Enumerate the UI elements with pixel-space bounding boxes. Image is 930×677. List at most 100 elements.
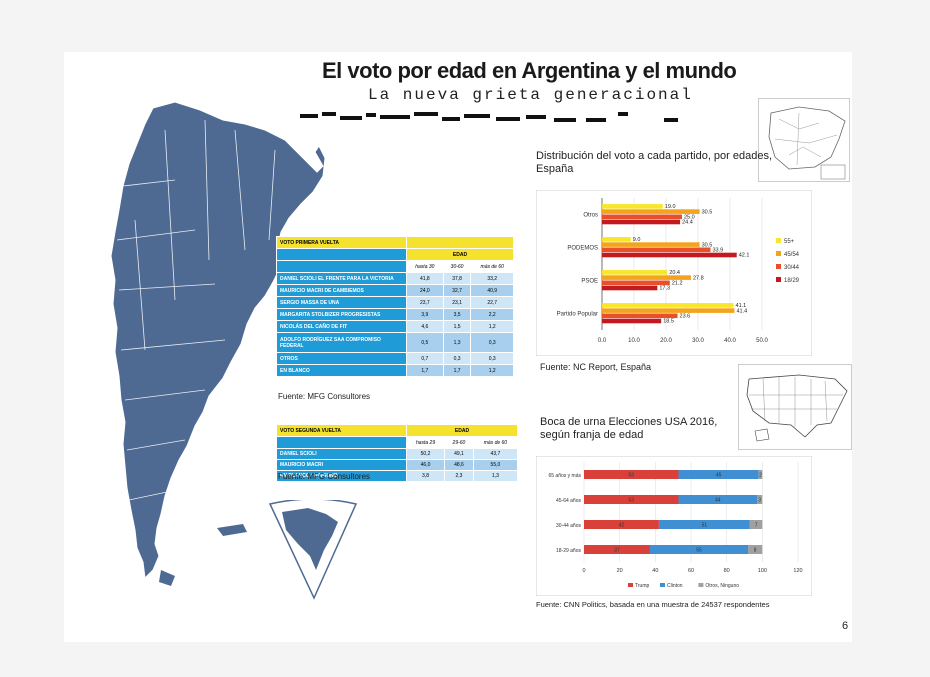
table-column-header: 30-60 — [442, 260, 472, 273]
data-label: 42 — [619, 523, 625, 529]
bar — [602, 303, 734, 308]
decorative-dashes — [300, 108, 690, 126]
table2-source: Fuente: MFG Consultores — [278, 472, 371, 481]
cell-value: 1,3 — [472, 470, 519, 482]
cell-value: 1,2 — [470, 364, 514, 377]
data-label: 42.1 — [739, 253, 750, 259]
table-row: SERGIO MASSA DE UNA 23,7 23,1 22,7 — [276, 296, 514, 309]
cell-value: 2,2 — [470, 308, 514, 321]
x-tick-label: 20.0 — [660, 338, 672, 344]
slide-title: El voto por edad en Argentina y el mundo — [322, 58, 737, 83]
cell-value: 4,6 — [406, 320, 444, 333]
table-row: ADOLFO RODRÍGUEZ SAA COMPROMISO FEDERAL … — [276, 332, 514, 353]
legend-swatch — [776, 251, 781, 256]
cell-value: 3,9 — [406, 308, 444, 321]
x-tick-label: 60 — [688, 568, 694, 574]
bar-segment — [749, 520, 763, 529]
legend-label: 55+ — [784, 239, 795, 245]
row-label: MAURICIO MACRI — [276, 459, 407, 471]
cell-value: 1,3 — [442, 332, 472, 353]
bar-segment — [658, 520, 750, 529]
table-row: MAURICIO MACRI DE CAMBIEMOS 24,0 32,7 40… — [276, 284, 514, 297]
row-label: DANIEL SCIOLI EL FRENTE PARA LA VICTORIA — [276, 272, 407, 285]
table-column-header: más de 60 — [472, 436, 519, 449]
cell-value: 0,5 — [406, 332, 444, 353]
cell-value: 50,2 — [405, 448, 446, 460]
cell-value: 48,6 — [444, 459, 474, 471]
data-label: 19.0 — [665, 204, 676, 210]
cell-value: 37,8 — [442, 272, 472, 285]
x-tick-label: 40 — [652, 568, 658, 574]
data-label: 55 — [696, 548, 702, 554]
data-label: 44 — [715, 498, 721, 504]
bar-segment — [584, 545, 650, 554]
cell-value: 1,5 — [442, 320, 472, 333]
category-label: 45-64 años — [556, 498, 582, 504]
cell-value: 1,7 — [442, 364, 472, 377]
bar — [602, 285, 658, 291]
row-label: EN BLANCO — [276, 364, 407, 377]
category-label: 18-29 años — [556, 548, 582, 554]
legend-swatch — [628, 583, 633, 587]
legend-swatch — [776, 238, 781, 243]
table-caption: VOTO PRIMERA VUELTA — [276, 236, 407, 249]
row-label: NICOLÁS DEL CAÑO DE FIT — [276, 320, 407, 333]
bar — [602, 242, 700, 247]
cell-value: 23,7 — [406, 296, 444, 309]
legend-label: 45/54 — [784, 252, 800, 258]
x-tick-label: 120 — [793, 568, 802, 574]
bar-segment — [584, 495, 679, 504]
x-tick-label: 20 — [617, 568, 623, 574]
table-caption: VOTO SEGUNDA VUELTA — [276, 424, 407, 437]
usa-thumbnail-map — [738, 364, 852, 450]
data-label: 8 — [754, 548, 757, 554]
argentina-map — [110, 101, 326, 586]
cell-value: 0,3 — [470, 352, 514, 365]
page-number: 6 — [842, 620, 849, 632]
cell-value: 0,3 — [470, 332, 514, 353]
spain-chart-source: Fuente: NC Report, España — [540, 362, 652, 372]
second-round-vote-table: VOTO SEGUNDA VUELTA EDAD hasta 29 29-60 … — [276, 424, 519, 482]
cell-value: 24,0 — [406, 284, 444, 297]
cell-value: 49,1 — [444, 448, 474, 460]
x-tick-label: 0 — [582, 568, 585, 574]
row-label: MARGARITA STOLBIZER PROGRESISTAS — [276, 308, 407, 321]
data-label: 23.6 — [680, 314, 691, 320]
table-row: MARGARITA STOLBIZER PROGRESISTAS 3,9 3,5… — [276, 308, 514, 321]
first-round-vote-table: VOTO PRIMERA VUELTA EDAD hasta 30 30-60 … — [276, 236, 514, 377]
usa-vote-chart: 0 20 40 60 80 100 120 65 años y más 53 45 2 45-64 a… — [536, 456, 812, 596]
bar — [602, 280, 670, 286]
x-tick-label: 80 — [724, 568, 730, 574]
cell-value: 1,2 — [470, 320, 514, 333]
data-label: 41.4 — [736, 308, 747, 314]
table-column-header: 29-60 — [444, 436, 474, 449]
bar — [602, 237, 631, 242]
table-row: NICOLÁS DEL CAÑO DE FIT 4,6 1,5 1,2 — [276, 320, 514, 333]
legend-label: Clinton — [667, 583, 683, 589]
cell-value: 23,1 — [442, 296, 472, 309]
category-label: 30-44 años — [556, 523, 582, 529]
row-label: EN BLANCO / NINGUNO — [276, 470, 407, 482]
cell-value: 55,0 — [472, 459, 519, 471]
cell-value: 1,7 — [406, 364, 444, 377]
bar-segment — [748, 545, 763, 554]
cell-value: 33,2 — [470, 272, 514, 285]
bar — [602, 308, 735, 313]
row-label: DANIEL SCIOLI — [276, 448, 407, 460]
table1-source: Fuente: MFG Consultores — [278, 392, 371, 401]
x-tick-label: 50.0 — [756, 338, 768, 344]
legend-label: 30/44 — [784, 265, 800, 271]
data-label: 20.4 — [669, 270, 680, 276]
table-row: EN BLANCO 1,7 1,7 1,2 — [276, 364, 514, 377]
bar-segment — [756, 495, 763, 504]
data-label: 21.2 — [672, 281, 683, 287]
legend-label: Trump — [635, 583, 649, 589]
bar — [602, 275, 691, 280]
bar-segment — [678, 470, 759, 479]
data-label: 24.4 — [682, 220, 693, 226]
data-label: 17.3 — [659, 286, 670, 292]
bar — [602, 247, 711, 253]
data-label: 25.0 — [684, 215, 695, 221]
data-label: 2 — [759, 473, 762, 479]
spain-vote-chart: 0.0 10.0 20.0 30.0 40.0 50.0 Otros 19.0 30.5 25.0… — [536, 190, 812, 356]
